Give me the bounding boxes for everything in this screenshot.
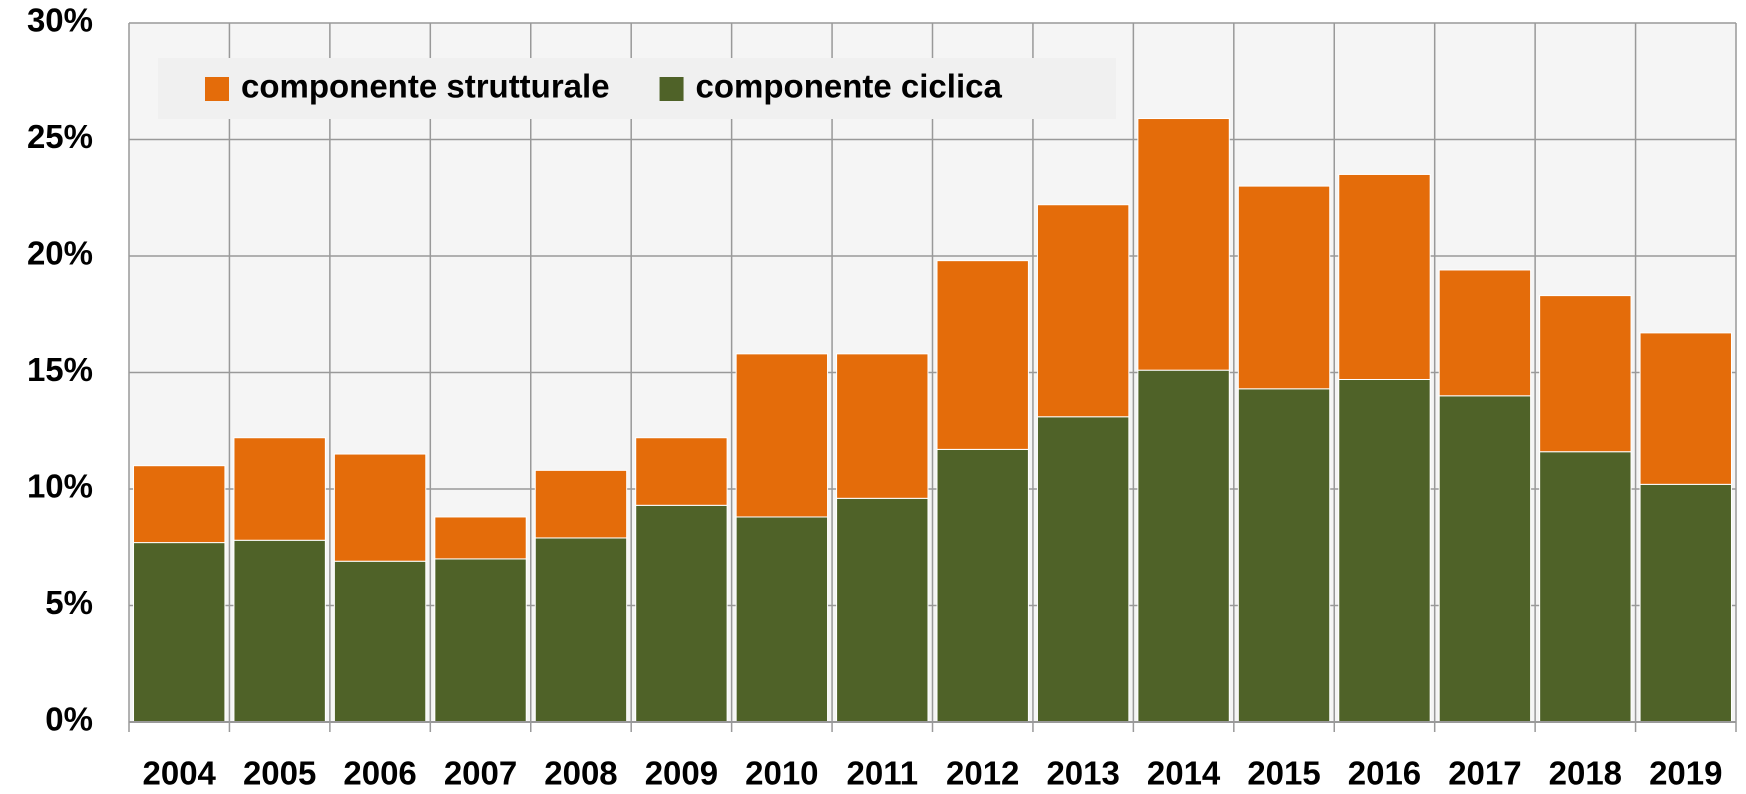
bar-segment bbox=[836, 353, 929, 499]
legend-swatch bbox=[205, 77, 229, 101]
x-tick-label: 2009 bbox=[645, 755, 718, 792]
bar-segment bbox=[1036, 416, 1130, 723]
bar-segment bbox=[635, 504, 728, 723]
bar-segment bbox=[434, 516, 527, 560]
y-tick-label: 30% bbox=[27, 2, 93, 39]
bar-segment bbox=[133, 542, 226, 723]
x-tick-label: 2011 bbox=[846, 755, 918, 792]
x-tick-label: 2010 bbox=[745, 755, 818, 792]
bar-segment bbox=[333, 453, 427, 562]
x-tick-label: 2014 bbox=[1147, 755, 1221, 792]
x-tick-label: 2012 bbox=[946, 755, 1019, 792]
legend-box bbox=[158, 58, 1116, 119]
bar-segment bbox=[1539, 295, 1632, 453]
x-tick-label: 2013 bbox=[1046, 755, 1119, 792]
y-tick-label: 15% bbox=[27, 351, 93, 388]
bar-segment bbox=[1338, 378, 1431, 723]
bar-segment bbox=[1237, 185, 1331, 390]
bar-segment bbox=[1438, 269, 1532, 397]
bar-segment bbox=[735, 353, 829, 518]
bar-segment bbox=[936, 448, 1029, 723]
x-tick-label: 2006 bbox=[343, 755, 416, 792]
bar-segment bbox=[1539, 451, 1632, 723]
legend-label: componente strutturale bbox=[241, 68, 610, 105]
bar-segment bbox=[1639, 332, 1732, 485]
y-tick-label: 0% bbox=[45, 701, 93, 738]
x-tick-label: 2007 bbox=[444, 755, 517, 792]
x-tick-label: 2005 bbox=[243, 755, 316, 792]
bar-segment bbox=[1338, 173, 1431, 380]
bar-segment bbox=[836, 497, 929, 723]
bar-segment bbox=[1237, 388, 1331, 723]
bar-segment bbox=[1438, 395, 1532, 723]
x-tick-label: 2019 bbox=[1649, 755, 1722, 792]
bar-segment bbox=[1137, 118, 1230, 371]
x-tick-label: 2008 bbox=[544, 755, 617, 792]
legend-swatch bbox=[659, 77, 684, 101]
bar-segment bbox=[1137, 369, 1230, 723]
bar-segment bbox=[735, 516, 829, 723]
x-tick-label: 2004 bbox=[143, 755, 217, 792]
y-tick-label: 10% bbox=[27, 468, 93, 505]
bar-segment bbox=[1639, 483, 1732, 723]
bar-segment bbox=[133, 465, 226, 544]
x-tick-label: 2017 bbox=[1448, 755, 1521, 792]
bar-segment bbox=[1036, 204, 1130, 418]
bar-segment bbox=[635, 437, 728, 506]
bar-segment bbox=[534, 469, 628, 539]
bar-segment bbox=[936, 260, 1029, 450]
y-tick-label: 25% bbox=[27, 118, 93, 155]
bar-segment bbox=[333, 560, 427, 723]
x-tick-label: 2016 bbox=[1348, 755, 1421, 792]
bar-segment bbox=[534, 537, 628, 723]
y-tick-label: 20% bbox=[27, 235, 93, 272]
bar-segment bbox=[434, 558, 527, 723]
bar-segment bbox=[233, 539, 326, 723]
x-tick-label: 2018 bbox=[1549, 755, 1622, 792]
y-tick-label: 5% bbox=[45, 584, 93, 621]
bar-segment bbox=[233, 437, 326, 541]
legend-label: componente ciclica bbox=[696, 68, 1003, 105]
x-tick-label: 2015 bbox=[1247, 755, 1320, 792]
